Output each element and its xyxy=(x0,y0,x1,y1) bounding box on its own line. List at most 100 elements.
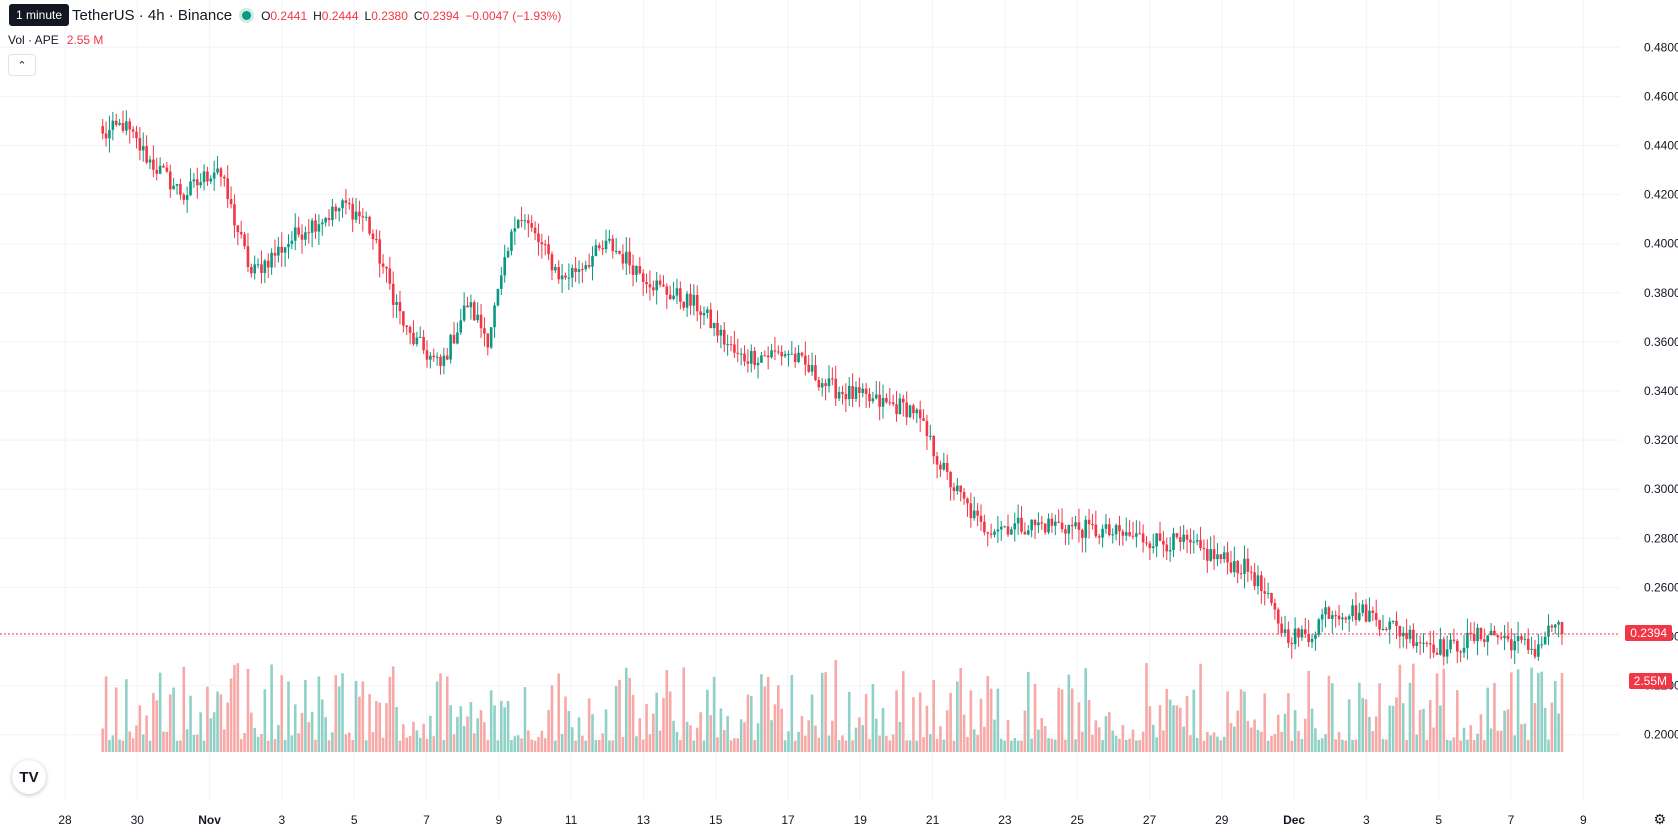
volume-bar xyxy=(435,681,439,752)
volume-bar xyxy=(827,735,831,752)
candle-body xyxy=(831,378,834,380)
candle-body xyxy=(182,194,186,200)
volume-bar xyxy=(138,705,142,752)
price-tick-label: 0.4200 xyxy=(1644,188,1678,202)
candle-body xyxy=(1418,642,1422,644)
volume-bar xyxy=(864,693,868,752)
candle-body xyxy=(1124,532,1128,536)
volume-bar xyxy=(996,688,1000,752)
candle-body xyxy=(469,302,473,308)
volume-bar xyxy=(665,670,669,752)
volume-bar xyxy=(1162,730,1165,752)
volume-bar xyxy=(1185,695,1189,752)
candle-body xyxy=(858,387,861,393)
volume-badge: 2.55M xyxy=(1628,672,1672,689)
volume-bar xyxy=(608,740,611,752)
candle-body xyxy=(733,344,736,353)
volume-bar xyxy=(901,671,905,752)
volume-bar xyxy=(881,707,885,752)
volume-bar xyxy=(1439,705,1442,752)
volume-bar xyxy=(915,740,919,752)
candle-body xyxy=(567,277,571,279)
collapse-legend-button[interactable]: ⌃ xyxy=(8,54,36,76)
volume-bar xyxy=(523,687,527,752)
volume-bar xyxy=(375,701,378,752)
volume-bar xyxy=(395,707,398,752)
candle-body xyxy=(1314,634,1317,639)
volume-bar xyxy=(1111,730,1115,752)
candle-body xyxy=(479,314,483,329)
candle-body xyxy=(368,216,371,234)
volume-bar xyxy=(564,696,567,752)
volume-bar xyxy=(793,740,797,752)
volume-bar xyxy=(1114,735,1118,752)
candle-body xyxy=(1395,620,1398,626)
gear-icon[interactable]: ⚙ xyxy=(1653,811,1666,827)
volume-bar xyxy=(165,731,169,752)
volume-bar xyxy=(722,730,726,752)
volume-bar xyxy=(239,739,243,752)
volume-bar xyxy=(331,732,334,752)
volume-bar xyxy=(158,672,162,752)
symbol-title[interactable]: TetherUS · 4h · Binance xyxy=(72,7,233,24)
volume-bars xyxy=(101,659,1564,752)
candle-body xyxy=(780,352,783,357)
candle-body xyxy=(614,250,618,252)
volume-bar xyxy=(1023,710,1027,752)
candle-body xyxy=(554,267,557,271)
candle-body xyxy=(1074,522,1077,527)
volume-bar xyxy=(1503,710,1506,752)
candle-body xyxy=(1543,636,1547,645)
volume-bar xyxy=(1361,697,1364,752)
candle-body xyxy=(939,464,942,470)
volume-bar xyxy=(489,690,493,752)
volume-bar xyxy=(834,659,838,752)
volume-bar xyxy=(1307,670,1310,752)
candle-body xyxy=(942,462,946,470)
candle-body xyxy=(317,224,321,232)
volume-bar xyxy=(1263,693,1267,752)
volume-legend[interactable]: Vol · APE 2.55 M xyxy=(8,33,103,47)
volume-bar xyxy=(594,740,598,752)
volume-bar xyxy=(168,694,172,752)
volume-bar xyxy=(1320,738,1324,752)
candle-body xyxy=(1138,533,1142,535)
volume-bar xyxy=(1091,734,1094,752)
time-axis[interactable]: 28 30 Nov 3 5 7 9 11 13 15 17 19 21 23 25 27 29 Dec 3 5 7 9 xyxy=(58,813,1587,827)
price-tick-label: 0.2000 xyxy=(1644,728,1678,742)
volume-bar xyxy=(1510,672,1513,752)
volume-bar xyxy=(1476,733,1479,752)
tradingview-logo[interactable]: TV xyxy=(12,760,46,794)
candle-body xyxy=(1510,639,1513,651)
candle-body xyxy=(763,355,767,357)
volume-bar xyxy=(358,696,361,752)
volume-bar xyxy=(472,733,476,752)
volume-bar xyxy=(226,702,229,752)
volume-bar xyxy=(1010,740,1013,752)
candle-body xyxy=(844,393,848,400)
volume-bar xyxy=(1378,683,1381,752)
volume-bar xyxy=(1273,733,1277,752)
candle-body xyxy=(395,302,398,305)
market-status-dot[interactable] xyxy=(242,11,252,20)
volume-bar xyxy=(743,722,746,752)
candle-body xyxy=(675,288,679,296)
volume-bar xyxy=(256,736,260,752)
time-tick-label: 3 xyxy=(1363,813,1370,827)
candle-body xyxy=(229,199,233,205)
candle-body xyxy=(527,220,530,224)
volume-bar xyxy=(317,676,321,752)
volume-bar xyxy=(250,712,253,752)
price-tick-label: 0.2600 xyxy=(1644,580,1678,594)
candle-body xyxy=(1374,612,1378,620)
volume-bar xyxy=(986,675,990,752)
candle-body xyxy=(837,392,841,399)
candle-body xyxy=(118,122,121,125)
candle-body xyxy=(1398,625,1402,637)
candle-body xyxy=(1158,533,1162,541)
volume-bar xyxy=(310,711,314,752)
volume-bar xyxy=(1547,739,1550,752)
volume-bar xyxy=(679,740,682,752)
price-tick-label: 0.4800 xyxy=(1644,40,1678,54)
